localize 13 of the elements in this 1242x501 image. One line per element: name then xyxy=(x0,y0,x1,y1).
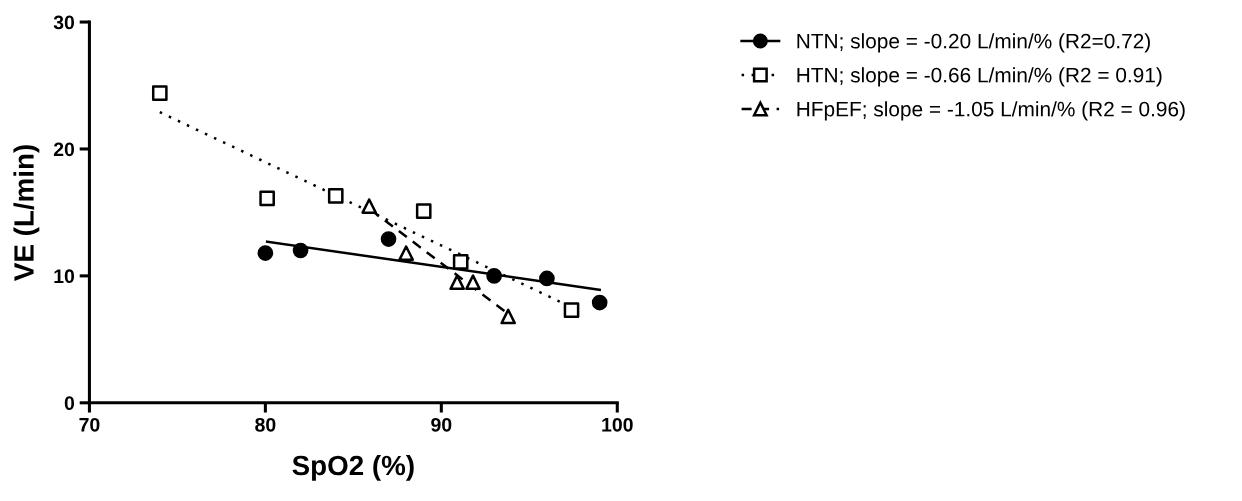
x-tick-label: 70 xyxy=(79,417,100,432)
y-tick-label: 0 xyxy=(64,396,75,411)
x-axis-title: SpO2 (%) xyxy=(292,454,414,481)
x-tick-label: 100 xyxy=(602,417,633,432)
x-tick-label: 80 xyxy=(255,417,276,432)
y-axis-title: VE (L/min) xyxy=(13,145,40,281)
legend-label: NTN; slope = -0.20 L/min/% (R2=0.72) xyxy=(797,33,1150,53)
legend-label: HTN; slope = -0.66 L/min/% (R2 = 0.91) xyxy=(797,67,1162,87)
x-tick-label: 90 xyxy=(431,417,452,432)
y-tick-label: 20 xyxy=(53,142,75,157)
y-tick-label: 10 xyxy=(54,269,75,284)
y-tick-label: 30 xyxy=(53,15,75,30)
legend-label: HFpEF; slope = -1.05 L/min/% (R2 = 0.96) xyxy=(797,101,1185,121)
